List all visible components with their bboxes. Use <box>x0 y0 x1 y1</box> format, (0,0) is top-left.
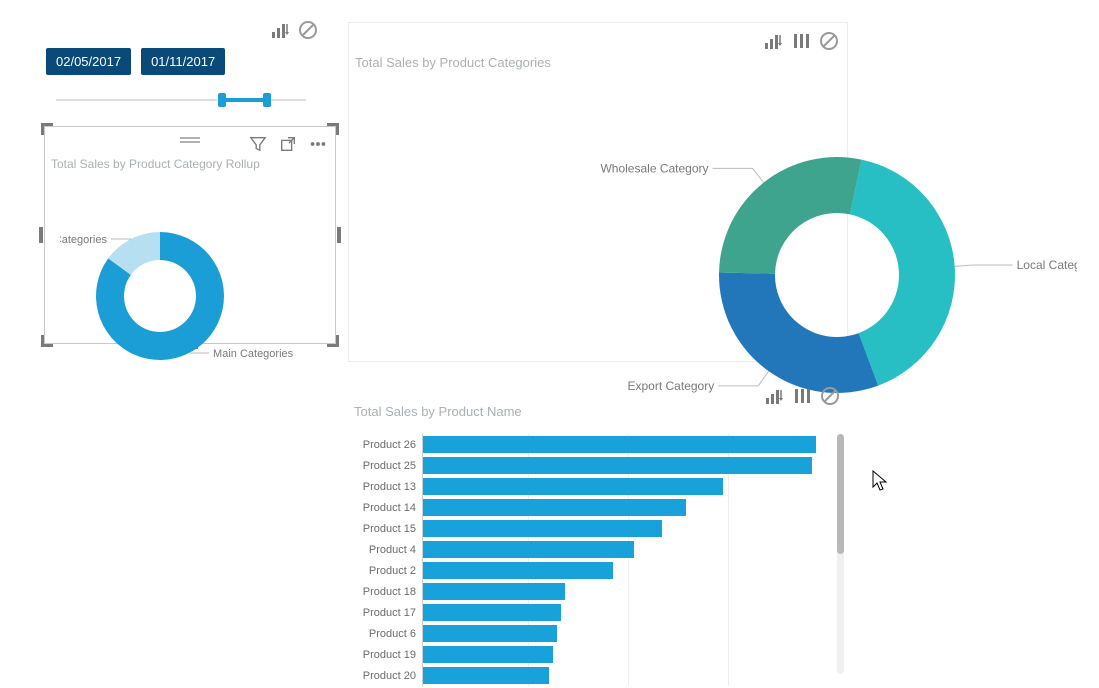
panel-title: Total Sales by Product Name <box>354 404 522 419</box>
sort-bars-icon[interactable] <box>763 31 783 56</box>
bar-row[interactable]: Product 14 <box>354 497 828 518</box>
popout-icon[interactable] <box>279 135 297 158</box>
date-slider-thumb-end[interactable] <box>263 93 271 107</box>
bar-label: Product 17 <box>354 607 422 619</box>
donut-slice-wholesale[interactable] <box>719 157 862 274</box>
drag-handle[interactable] <box>180 137 200 143</box>
bar-label: Product 25 <box>354 460 422 472</box>
resize-handle-right[interactable] <box>337 227 341 243</box>
mouse-cursor <box>872 470 888 492</box>
categories-toolbar <box>763 31 839 56</box>
bar-label: Product 4 <box>354 544 422 556</box>
bar-fill[interactable] <box>423 646 553 663</box>
bar-label: Product 13 <box>354 481 422 493</box>
bar-row[interactable]: Product 4 <box>354 539 828 560</box>
ban-icon[interactable] <box>820 386 840 411</box>
bar-fill[interactable] <box>423 457 812 474</box>
bar-fill[interactable] <box>423 541 634 558</box>
panel-title: Total Sales by Product Category Rollup <box>51 157 260 171</box>
bar-row[interactable]: Product 15 <box>354 518 828 539</box>
donut-label-main: Main Categories <box>213 348 294 360</box>
bar-row[interactable]: Product 18 <box>354 581 828 602</box>
bars-chart[interactable]: Product 26 Product 25 Product 13 Product 14… <box>354 434 828 686</box>
resize-handle-left[interactable] <box>39 227 43 243</box>
bar-row[interactable]: Product 6 <box>354 623 828 644</box>
bar-label: Product 19 <box>354 649 422 661</box>
date-slider[interactable] <box>46 85 316 115</box>
donut-label-wholesale: Wholesale Category <box>600 161 708 175</box>
rollup-donut-chart[interactable]: Other Categories Main Categories <box>60 222 320 372</box>
bar-fill[interactable] <box>423 667 549 684</box>
donut-slice-local[interactable] <box>850 160 955 386</box>
more-icon[interactable] <box>309 135 327 158</box>
bar-label: Product 6 <box>354 628 422 640</box>
bar-row[interactable]: Product 25 <box>354 455 828 476</box>
bar-row[interactable]: Product 26 <box>354 434 828 455</box>
bar-label: Product 18 <box>354 586 422 598</box>
bar-row[interactable]: Product 2 <box>354 560 828 581</box>
donut-label-local: Local Category <box>1017 258 1077 272</box>
date-from-chip[interactable]: 02/05/2017 <box>46 48 131 75</box>
bar-label: Product 14 <box>354 502 422 514</box>
ban-icon[interactable] <box>298 20 318 45</box>
sort-bars-icon[interactable] <box>270 20 290 45</box>
date-to-chip[interactable]: 01/11/2017 <box>141 48 225 75</box>
bars-toolbar <box>764 386 840 411</box>
bars-scrollbar[interactable] <box>837 434 844 674</box>
bar-fill[interactable] <box>423 625 557 642</box>
bar-fill[interactable] <box>423 499 686 516</box>
grid-bars-icon[interactable] <box>792 386 812 411</box>
bar-label: Product 15 <box>354 523 422 535</box>
bar-label: Product 26 <box>354 439 422 451</box>
bar-row[interactable]: Product 17 <box>354 602 828 623</box>
donut-label-other: Other Categories <box>60 234 107 246</box>
bar-fill[interactable] <box>423 583 565 600</box>
date-range-picker[interactable]: 02/05/2017 01/11/2017 <box>46 48 316 115</box>
bar-fill[interactable] <box>423 604 561 621</box>
donut-slice-export[interactable] <box>719 273 878 393</box>
bar-row[interactable]: Product 13 <box>354 476 828 497</box>
bar-row[interactable]: Product 19 <box>354 644 828 665</box>
panel-product-bars[interactable]: Total Sales by Product Name Product 26Pr… <box>348 398 848 688</box>
ban-icon[interactable] <box>819 31 839 56</box>
date-slider-range[interactable] <box>222 98 268 102</box>
date-slider-thumb-start[interactable] <box>218 93 226 107</box>
bar-fill[interactable] <box>423 520 662 537</box>
bar-fill[interactable] <box>423 436 816 453</box>
grid-bars-icon[interactable] <box>791 31 811 56</box>
bars-scrollbar-thumb[interactable] <box>837 434 844 554</box>
bar-row[interactable]: Product 20 <box>354 665 828 686</box>
donut-label-export: Export Category <box>627 379 714 393</box>
panel-title: Total Sales by Product Categories <box>355 55 551 70</box>
bar-label: Product 2 <box>354 565 422 577</box>
bar-label: Product 20 <box>354 670 422 682</box>
rollup-quick-toolbar <box>270 20 318 45</box>
filter-icon[interactable] <box>249 135 267 158</box>
panel-categories[interactable]: Total Sales by Product Categories Local … <box>348 22 848 362</box>
panel-rollup[interactable]: Total Sales by Product Category Rollup O… <box>44 126 336 344</box>
bar-fill[interactable] <box>423 478 723 495</box>
bar-fill[interactable] <box>423 562 613 579</box>
sort-bars-icon[interactable] <box>764 386 784 411</box>
